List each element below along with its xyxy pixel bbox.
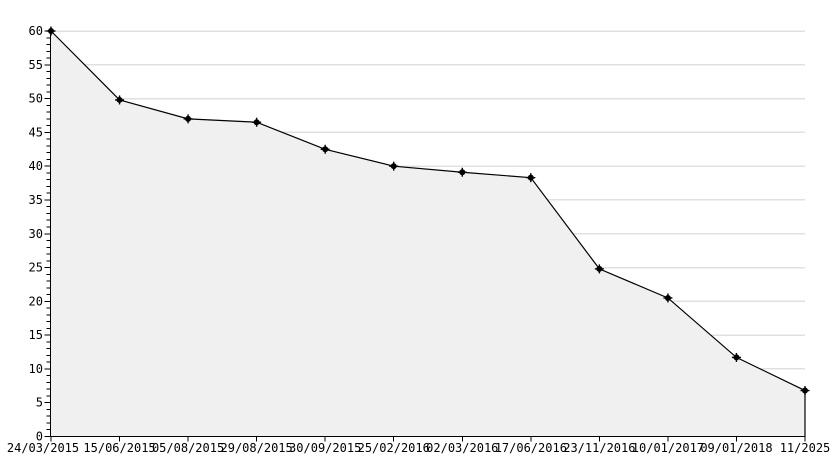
y-axis-label: 15	[29, 328, 43, 342]
x-axis-label: 25/02/2016	[358, 441, 430, 455]
x-axis-label: 17/06/2016	[495, 441, 567, 455]
y-axis-label: 35	[29, 193, 43, 207]
x-axis-label: 29/08/2015	[221, 441, 293, 455]
y-axis-label: 60	[29, 24, 43, 38]
x-axis-label: 15/06/2015	[83, 441, 155, 455]
y-axis-label: 45	[29, 125, 43, 139]
data-point-marker	[457, 167, 467, 177]
data-point-marker	[252, 117, 262, 127]
y-axis-label: 40	[29, 159, 43, 173]
x-axis-label: 30/09/2015	[289, 441, 361, 455]
y-axis-labels: 0 5 10 15 20 25 30 35 40 45 50 55 60	[29, 24, 43, 444]
y-axis-label: 50	[29, 92, 43, 106]
y-axis-label: 0	[36, 430, 43, 444]
data-point-marker	[526, 173, 536, 183]
y-axis-label: 10	[29, 362, 43, 376]
x-axis-label: 09/01/2018	[700, 441, 772, 455]
y-axis-label: 25	[29, 261, 43, 275]
data-point-marker	[115, 95, 125, 105]
y-axis-label: 5	[36, 396, 43, 410]
x-axis-labels: 24/03/2015 15/06/201505/08/201529/08/2015…	[7, 441, 830, 455]
data-point-marker	[663, 293, 673, 303]
data-point-markers	[46, 26, 810, 396]
y-axis-ticks	[44, 30, 51, 437]
data-point-marker	[731, 352, 741, 362]
x-axis-label: 10/01/2017	[632, 441, 704, 455]
y-axis-label: 30	[29, 227, 43, 241]
data-point-marker	[389, 161, 399, 171]
data-point-marker	[183, 114, 193, 124]
x-axis-label: 23/11/2016	[563, 441, 635, 455]
x-axis-ticks	[50, 436, 806, 442]
x-axis-label: 02/03/2016	[426, 441, 498, 455]
data-point-marker	[594, 264, 604, 274]
x-axis-label: 05/08/2015	[152, 441, 224, 455]
data-point-marker	[320, 144, 330, 154]
area-fill	[51, 31, 805, 437]
data-point-marker	[800, 386, 810, 396]
y-axis-label: 55	[29, 58, 43, 72]
x-axis-label: 11/2025	[780, 441, 831, 455]
y-axis-label: 20	[29, 294, 43, 308]
x-axis-label: 24/03/2015	[7, 441, 79, 455]
